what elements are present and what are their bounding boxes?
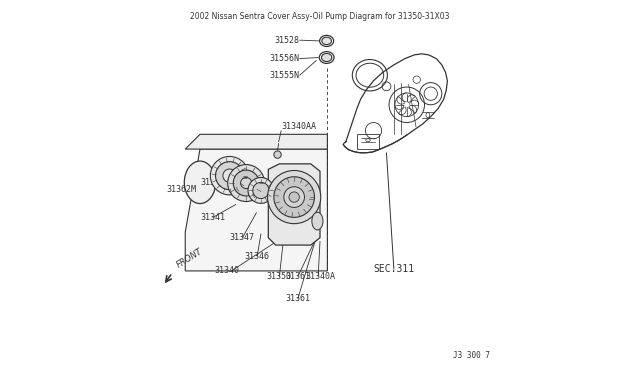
Text: 31340A: 31340A: [305, 272, 335, 281]
Circle shape: [274, 177, 314, 217]
Text: 31347: 31347: [230, 233, 255, 242]
Text: 31361: 31361: [285, 272, 310, 281]
Polygon shape: [268, 164, 320, 245]
Polygon shape: [185, 149, 328, 271]
Ellipse shape: [322, 37, 332, 45]
Text: FRONT: FRONT: [175, 247, 204, 270]
Text: 31528: 31528: [275, 36, 300, 45]
Text: J3 300 7: J3 300 7: [453, 351, 490, 360]
Text: 31362M: 31362M: [167, 185, 196, 194]
Circle shape: [233, 170, 259, 196]
Circle shape: [274, 151, 281, 158]
Circle shape: [211, 157, 249, 195]
Text: 31340AA: 31340AA: [281, 122, 316, 131]
Text: 2002 Nissan Sentra Cover Assy-Oil Pump Diagram for 31350-31X03: 2002 Nissan Sentra Cover Assy-Oil Pump D…: [190, 13, 450, 22]
Text: 31556N: 31556N: [269, 54, 300, 63]
Text: 31341: 31341: [200, 213, 225, 222]
Text: 31555N: 31555N: [269, 71, 300, 80]
Circle shape: [241, 177, 252, 189]
Ellipse shape: [321, 54, 332, 62]
Circle shape: [216, 161, 244, 190]
Text: 31350: 31350: [266, 272, 291, 281]
Circle shape: [268, 170, 321, 224]
Circle shape: [289, 192, 300, 202]
Circle shape: [284, 187, 305, 208]
Circle shape: [228, 164, 264, 202]
Circle shape: [253, 182, 269, 199]
Ellipse shape: [184, 161, 216, 203]
Text: 31340: 31340: [215, 266, 240, 275]
Text: 31361: 31361: [285, 294, 310, 303]
Ellipse shape: [312, 212, 323, 230]
Polygon shape: [185, 134, 328, 149]
Text: 31344: 31344: [200, 178, 225, 187]
Circle shape: [248, 177, 274, 203]
Circle shape: [223, 169, 236, 182]
Text: SEC.311: SEC.311: [373, 264, 415, 274]
Text: 31346: 31346: [244, 251, 269, 261]
